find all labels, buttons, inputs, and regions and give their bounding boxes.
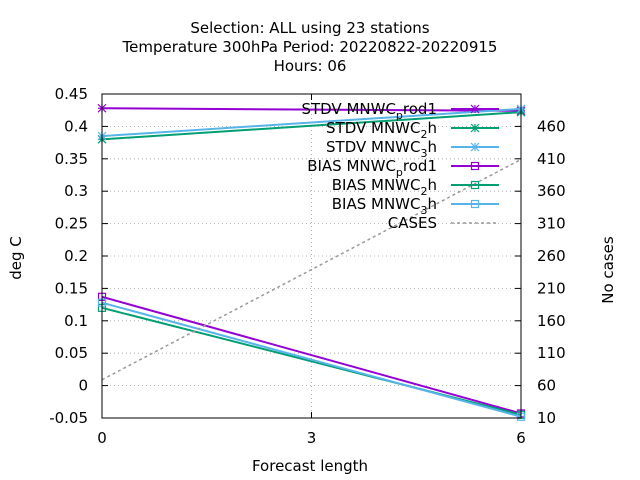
legend-label-main: BIAS MNWC [307,157,396,175]
title-line-1: Selection: ALL using 23 stations [190,19,429,37]
legend-label-suffix: h [427,195,437,213]
y2-tick-label: 260 [537,247,566,265]
x-tick-label: 6 [516,429,526,447]
y-tick-label: 0.05 [55,344,88,362]
legend-label-main: CASES [388,214,437,232]
legend-entry-label: STDV MNWC3h [326,138,437,160]
y2-tick-label: 160 [537,312,566,330]
marker-stroke [470,123,480,133]
axis-ticks: 0.45 0.4 0.35 0.3 0.25 0.2 0.15 0.1 0.05 0 -0.05 46… [49,85,565,447]
legend-label-subscript: 2 [420,128,427,141]
y2-tick-label: 360 [537,182,566,200]
legend-label-subscript: 3 [420,147,427,160]
series-line [101,158,522,381]
y-tick-label: 0.2 [64,247,88,265]
x-axis-label: Forecast length [252,457,368,475]
legend-label-suffix: h [427,119,437,137]
x-tick-label: 0 [97,429,107,447]
y2-tick-label: 60 [537,377,556,395]
legend-marker [470,142,480,152]
grid [101,93,522,419]
y-tick-label: 0.4 [64,117,88,135]
legend-marker [470,199,480,209]
series-line [101,107,522,112]
y2-tick-label: 110 [537,344,566,362]
y-tick-label: 0 [78,377,88,395]
y-tick-label: 0.25 [55,215,88,233]
y2-tick-label: 460 [537,117,566,135]
legend-label-main: BIAS MNWC [332,195,421,213]
y2-axis-label: No cases [599,236,617,304]
legend-label-subscript: 3 [420,204,427,217]
legend-marker [470,123,480,133]
y2-tick-label: 10 [537,409,556,427]
chart-title: Selection: ALL using 23 stations Tempera… [122,19,498,75]
legend-label-main: BIAS MNWC [332,176,421,194]
legend-label-suffix: rod1 [403,157,437,175]
series-line [101,295,522,415]
legend-label-subscript: p [396,166,403,179]
legend-label-main: STDV MNWC [326,138,420,156]
legend-marker [470,180,480,190]
legend-marker [470,104,480,114]
series-line [101,107,522,138]
title-line-3: Hours: 06 [274,57,347,75]
marker-stroke [470,142,480,152]
series-line [101,111,522,141]
y-tick-label: 0.1 [64,312,88,330]
legend-marker [470,161,480,171]
legend-label-suffix: h [427,176,437,194]
legend-label-suffix: h [427,138,437,156]
legend-entry-label: STDV MNWCprod1 [301,100,437,122]
legend-entry-label: STDV MNWC2h [326,119,437,141]
legend-label-suffix: rod1 [403,100,437,118]
y-axis-label: deg C [7,236,25,280]
y2-tick-label: 410 [537,150,566,168]
y-tick-label: 0.45 [55,85,88,103]
series-line [101,301,522,418]
y-tick-label: 0.35 [55,150,88,168]
y2-tick-label: 210 [537,279,566,297]
legend-label-subscript: p [396,109,403,122]
legend-label-main: STDV MNWC [301,100,395,118]
legend-label-subscript: 2 [420,185,427,198]
y2-tick-label: 310 [537,215,566,233]
marker-stroke [470,104,480,114]
legend-entry-label: CASES [388,214,437,232]
y-tick-label: 0.15 [55,279,88,297]
legend-label-main: STDV MNWC [326,119,420,137]
title-line-2: Temperature 300hPa Period: 20220822-2022… [122,38,498,56]
legend-entry-label: BIAS MNWC2h [332,176,437,198]
x-tick-label: 3 [307,429,317,447]
y-tick-label: -0.05 [49,409,88,427]
y-tick-label: 0.3 [64,182,88,200]
legend-entry-label: BIAS MNWC3h [332,195,437,217]
legend-entry-label: BIAS MNWCprod1 [307,157,437,179]
